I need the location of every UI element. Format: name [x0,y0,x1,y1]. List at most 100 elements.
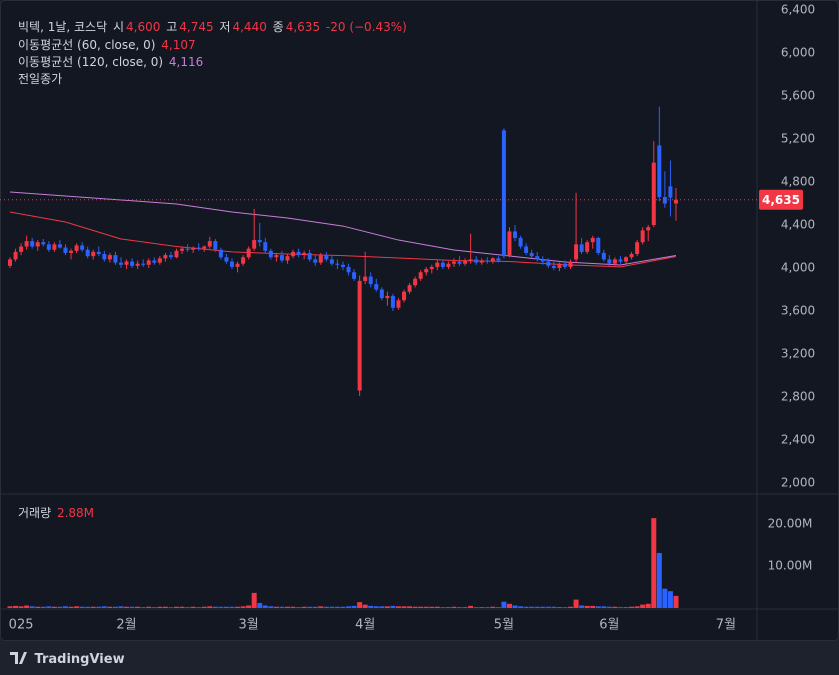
candle-body [640,230,645,243]
candle-body [601,252,606,260]
volume-bar [112,606,118,608]
volume-bar [512,605,518,608]
y-tick-label: 5,600 [781,88,815,102]
candle-body [612,259,617,264]
symbol: 빅텍, 1날, 코스닥 [18,20,108,34]
volume-bar [629,606,635,608]
candle-body [535,256,540,260]
volume-bar [506,603,512,608]
candle-body [618,259,623,262]
volume-bar [368,605,374,608]
volume-bar [62,606,68,608]
volume-bar [673,595,679,608]
candle-body [352,272,357,279]
volume-bar [440,607,446,608]
volume-bar [579,605,585,608]
candle-body [196,247,201,249]
candle-body [596,237,601,253]
candle-body [568,261,573,267]
candle-body [579,244,584,252]
candle-body [629,254,634,258]
volume-bar [35,606,41,608]
x-tick-label: 7월 [716,618,736,633]
ma120-legend: 이동평균선 (120, close, 0) 4,116 [18,53,205,70]
volume-bar [240,606,246,608]
candle-body [279,255,284,261]
volume-bar [107,606,113,608]
candle-body [69,250,74,253]
candle-body [202,246,207,249]
candle-body [413,278,418,286]
volume-bar [401,606,407,608]
candle-body [74,245,79,251]
volume-bar [490,606,496,608]
last-price-label: 4,635 [762,193,800,207]
volume-bar [501,601,507,608]
volume-bar [96,606,102,608]
x-tick-label: 6월 [599,618,619,633]
candle-body [390,295,395,308]
volume-bar [556,607,562,608]
candle-body [501,130,506,257]
candle-body [313,259,318,263]
candle-body [646,227,651,231]
candle-body [152,260,157,263]
volume-bar [318,606,324,608]
candle-body [574,244,579,260]
candle-body [174,250,179,258]
volume-bar [323,606,329,608]
volume-bar [529,606,535,608]
candle-body [52,244,57,250]
volume-bar [523,606,529,608]
prev-close: 전일종가 [18,72,63,86]
volume-bar [173,606,179,608]
volume-bar [246,605,252,608]
volume-bar [429,606,435,608]
volume-bar [273,606,279,608]
candle-body [19,246,24,252]
x-tick-label: 4월 [355,618,375,633]
candle-body [130,261,135,266]
volume-bar [13,605,19,608]
candle-body [218,249,223,258]
candle-body [662,197,667,204]
open-value: 4,600 [126,20,161,34]
chart-frame [0,0,839,641]
candle-body [191,247,196,250]
candle-body [180,248,185,251]
candle-body [363,276,368,281]
candle-body [446,263,451,267]
candle-body [562,263,567,267]
candle-body [585,242,590,252]
candle-body [379,289,384,299]
volume-bar [534,606,540,608]
candle-body [346,266,351,273]
volume-bar [606,606,612,608]
candle-body [274,255,279,258]
candle-body [7,259,12,266]
volume-bar [518,606,524,608]
candle-body [124,261,129,265]
volume-bar [262,605,268,608]
change: -20 (−0.43%) [325,20,407,34]
volume-bar [551,606,557,608]
candle-body [324,255,329,260]
candle-body [468,259,473,261]
y-tick-label: 3,200 [781,347,815,361]
candle-body [463,260,468,264]
volume-bar [7,606,13,608]
candle-body [57,244,62,248]
volume-bar [101,606,107,608]
candle-body [418,272,423,279]
volume-bar [168,607,174,608]
brand: TradingView [10,649,125,667]
volume-bar [379,606,385,608]
volume-bar [24,605,30,608]
candle-body [490,258,495,262]
volume-bar [223,606,229,608]
volume-bar [423,606,429,608]
y-tick-label: 6,400 [781,2,815,16]
volume-bar [162,606,168,608]
candle-body [451,261,456,264]
